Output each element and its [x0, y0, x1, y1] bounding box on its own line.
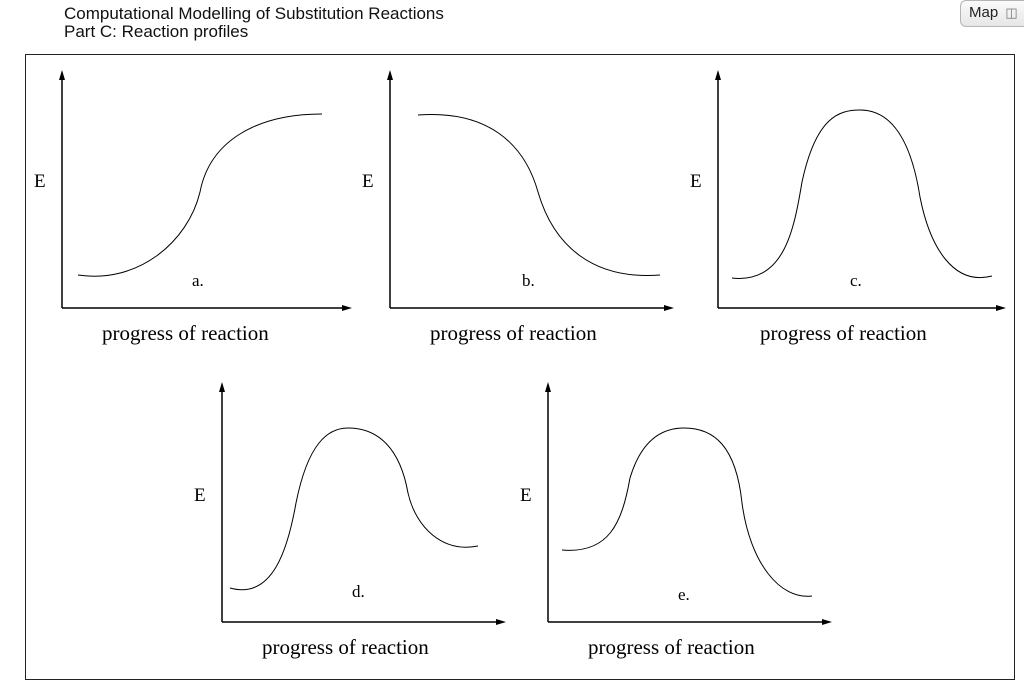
x-arrow-head: [822, 619, 832, 625]
x-arrow-head: [664, 305, 674, 311]
energy-axis-label: E: [690, 171, 702, 192]
energy-curve: [731, 109, 993, 279]
x-axis-label: progress of reaction: [262, 635, 429, 659]
x-axis-label: progress of reaction: [760, 321, 927, 345]
x-arrow-head: [996, 305, 1006, 311]
page-header: Computational Modelling of Substitution …: [64, 5, 444, 41]
map-button[interactable]: Map ◫: [960, 0, 1024, 27]
energy-axis-label: E: [520, 485, 532, 506]
energy-curve: [417, 113, 661, 276]
map-button-label: Map: [969, 4, 999, 21]
map-tree-icon: ◫: [1005, 5, 1018, 20]
x-axis-label: progress of reaction: [102, 321, 269, 345]
y-arrow-head: [545, 382, 551, 392]
energy-curve: [229, 427, 479, 591]
y-arrow-head: [219, 382, 225, 392]
energy-axis-label: E: [194, 485, 206, 506]
x-arrow-head: [342, 305, 352, 311]
y-arrow-head: [715, 70, 721, 80]
profile-label: b.: [522, 271, 535, 290]
profile-c: E c. progress of reaction: [690, 70, 1006, 345]
profile-a: E a. progress of reaction: [34, 70, 352, 345]
x-axis-label: progress of reaction: [430, 321, 597, 345]
energy-curve: [561, 427, 813, 597]
profile-label: a.: [192, 271, 204, 290]
page-title: Computational Modelling of Substitution …: [64, 4, 444, 23]
x-arrow-head: [496, 619, 506, 625]
y-arrow-head: [387, 70, 393, 80]
profile-b: E b. progress of reaction: [362, 70, 674, 345]
figure-frame: [25, 54, 1015, 680]
profile-label: c.: [850, 271, 862, 290]
energy-curve: [77, 113, 323, 277]
x-axis-label: progress of reaction: [588, 635, 755, 659]
profile-label: d.: [352, 582, 365, 601]
page-subtitle: Part C: Reaction profiles: [64, 22, 249, 41]
profile-d: E d. progress of reaction: [194, 382, 506, 659]
energy-axis-label: E: [34, 171, 46, 192]
profile-label: e.: [678, 585, 690, 604]
energy-axis-label: E: [362, 171, 374, 192]
profile-e: E e. progress of reaction: [520, 382, 832, 659]
y-arrow-head: [59, 70, 65, 80]
